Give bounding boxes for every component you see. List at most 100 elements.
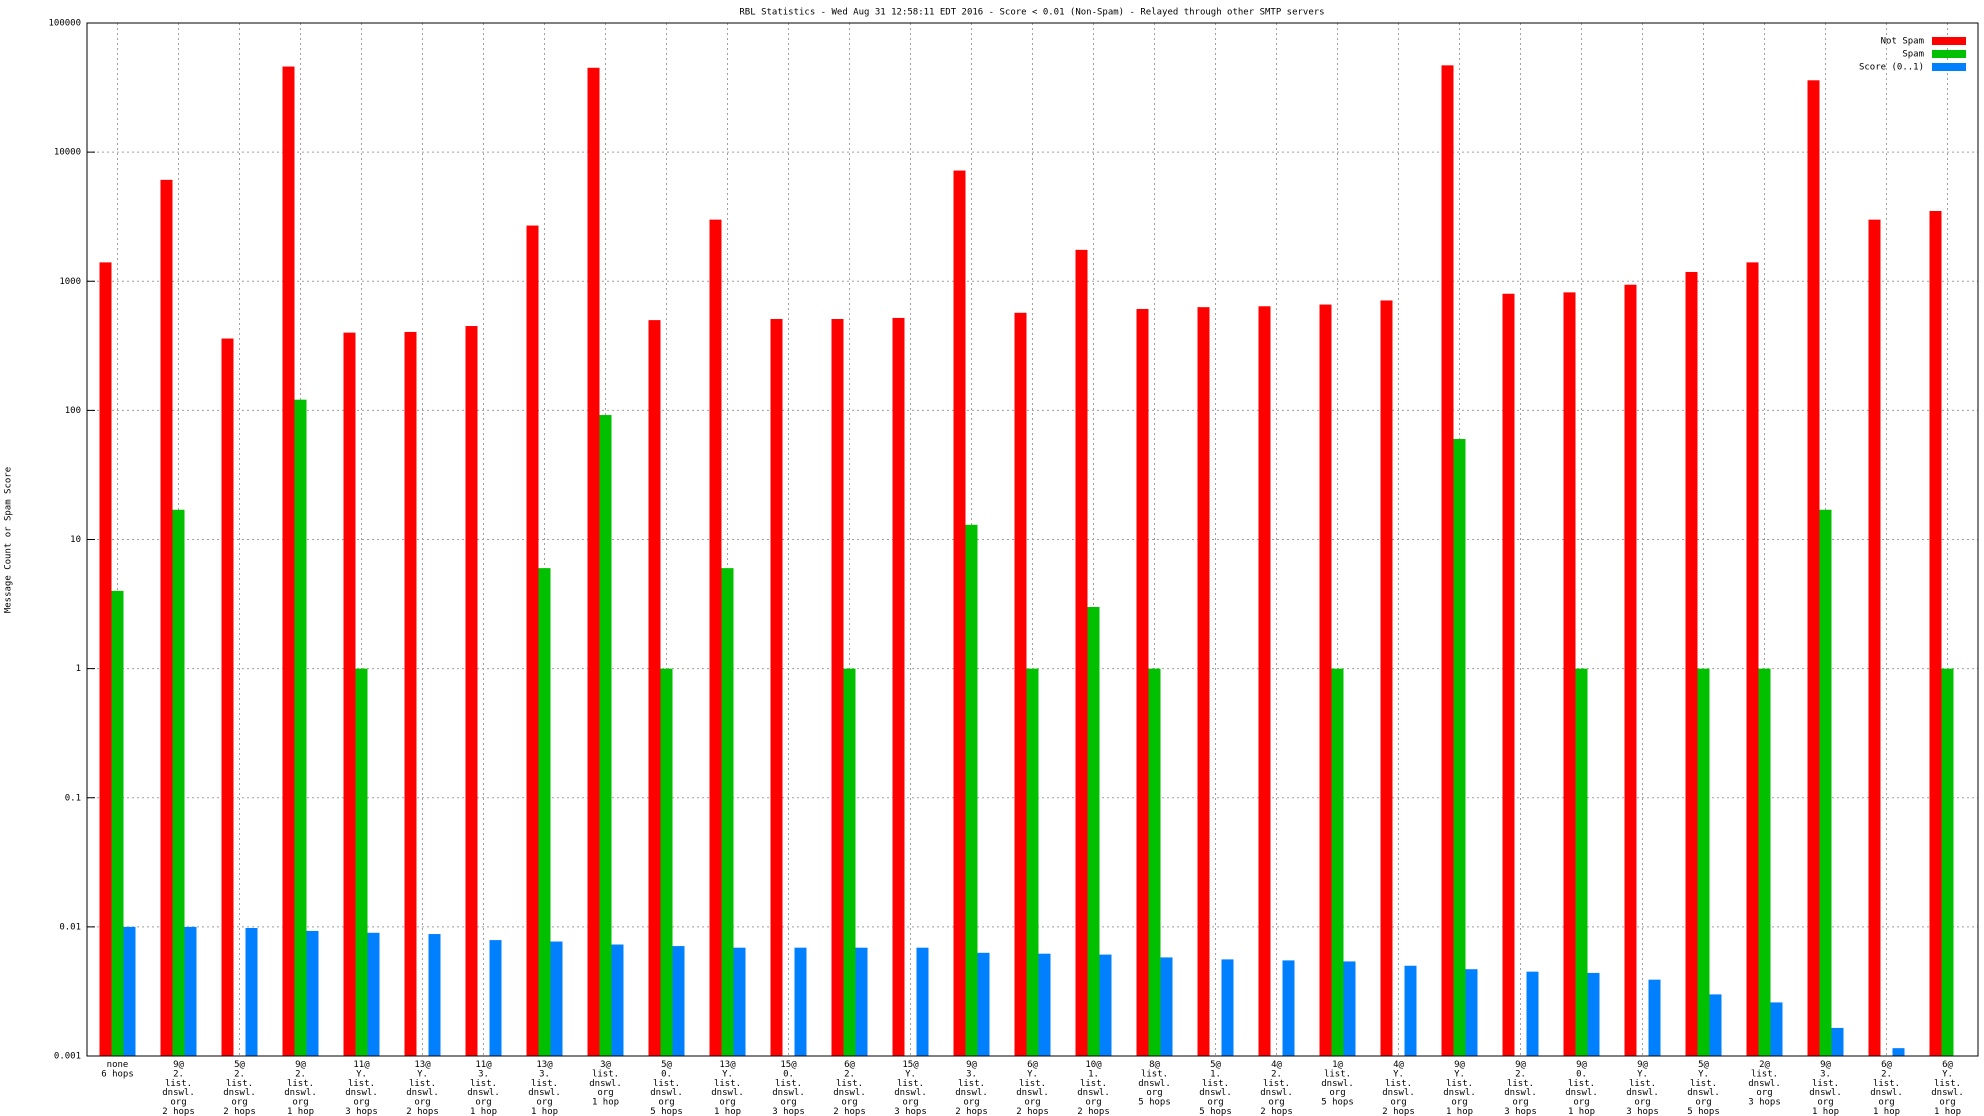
x-tick-label-line: list. [1873,1078,1900,1088]
x-tick-label: 5@ 2. list. dnswl. org 2 hops [223,1060,256,1116]
x-tick-label-line: 9@ [1576,1060,1587,1070]
bar [1709,994,1722,1056]
x-tick-label-line: org [1085,1097,1101,1107]
bar [1441,65,1454,1057]
x-tick-label-line: Y. [417,1069,428,1079]
bar [465,326,478,1056]
bar [1831,1027,1844,1056]
x-tick-label-line: list. [1202,1078,1229,1088]
bar [733,947,746,1056]
y-tick-label: 10 [70,535,81,545]
legend-swatch [1932,37,1966,45]
bar [172,509,185,1056]
y-tick-label: 10000 [54,148,81,158]
x-tick-label-line: 2 hops [1077,1107,1110,1116]
x-tick-label-line: 2. [1515,1069,1526,1079]
x-tick-label: 6@ Y. list. dnswl. org 2 hops [1016,1060,1049,1116]
x-tick-label-line: 2 hops [1382,1107,1415,1116]
x-tick-label-line: org [780,1097,796,1107]
bar [1026,668,1039,1056]
x-tick-label-line: 9@ [173,1060,184,1070]
bar [1770,1002,1783,1056]
x-tick-label-line: 9@ [1454,1060,1465,1070]
x-tick-label-line: Y. [1027,1069,1038,1079]
x-tick-label-line: 1 hop [1934,1107,1961,1116]
x-tick-label-line: 5 hops [1138,1097,1171,1107]
x-tick-label-line: dnswl. [1321,1078,1354,1088]
bar [1331,668,1344,1056]
x-tick-label-line: 2 hops [406,1107,439,1116]
x-tick-label: 15@ Y. list. dnswl. org 3 hops [894,1060,927,1116]
bar [770,319,783,1056]
x-tick-label-line: dnswl. [1931,1088,1964,1098]
x-tick-label-line: dnswl. [1687,1088,1720,1098]
x-tick-label: 15@ 0. list. dnswl. org 3 hops [772,1060,805,1116]
bar [1697,668,1710,1056]
x-tick-label-line: list. [1568,1078,1595,1088]
bar [1014,312,1027,1056]
x-tick-label-line: 5@ [661,1060,672,1070]
x-tick-label-line: dnswl. [1443,1088,1476,1098]
x-tick-label: 9@ 0. list. dnswl. org 1 hop [1565,1060,1598,1116]
x-tick-label: 6@ 2. list. dnswl. org 2 hops [833,1060,866,1116]
x-tick-label-line: list. [653,1078,680,1088]
x-tick-label-line: Y. [1942,1069,1953,1079]
bar [1465,969,1478,1056]
x-tick-label-line: list. [1446,1078,1473,1088]
x-tick-label-line: org [1817,1097,1833,1107]
x-tick-label-line: org [1329,1088,1345,1098]
bar [1099,954,1112,1056]
x-tick-label: 9@ Y. list. dnswl. org 1 hop [1443,1060,1476,1116]
x-tick-label-line: 6@ [1942,1060,1953,1070]
x-tick-label-line: 1 hop [470,1107,497,1116]
x-tick-label-line: 2 hops [955,1107,988,1116]
x-tick-label-line: 8@ [1149,1060,1160,1070]
x-tick-label-line: 3@ [600,1060,611,1070]
x-tick-label-line: Y. [905,1069,916,1079]
x-tick-label: 13@ Y. list. dnswl. org 1 hop [711,1060,744,1116]
x-tick-label-line: list. [287,1078,314,1088]
x-tick-label-line: 5 hops [650,1107,683,1116]
x-tick-label-line: dnswl. [223,1088,256,1098]
bar [1038,953,1051,1056]
bar [709,219,722,1056]
x-tick-label-line: org [414,1097,430,1107]
x-tick-label-line: 3. [539,1069,550,1079]
x-tick-label-line: org [292,1097,308,1107]
x-tick-label-line: 2 hops [1016,1107,1049,1116]
bar [99,262,112,1056]
x-tick-label-line: dnswl. [955,1088,988,1098]
x-tick-label-line: 9@ [1820,1060,1831,1070]
x-tick-label-line: org [1146,1088,1162,1098]
x-tick-label-line: 5 hops [1199,1107,1232,1116]
x-tick-label: 4@ 2. list. dnswl. org 2 hops [1260,1060,1293,1116]
x-tick-label-line: org [231,1097,247,1107]
x-tick-label-line: 6@ [1027,1060,1038,1070]
x-tick-label-line: org [1451,1097,1467,1107]
x-tick-label-line: 9@ [966,1060,977,1070]
x-tick-label: 5@ 1. list. dnswl. org 5 hops [1199,1060,1232,1116]
bar [1563,292,1576,1056]
x-tick-label-line: list. [1019,1078,1046,1088]
bar [1587,972,1600,1056]
legend-label: Not Spam [1881,37,1924,47]
x-tick-label: none 6 hops [101,1060,134,1079]
x-tick-label-line: list. [1263,1078,1290,1088]
x-tick-label: 8@ list. dnswl. org 5 hops [1138,1060,1171,1108]
bar [831,319,844,1056]
bar [1075,249,1088,1057]
x-tick-label-line: dnswl. [833,1088,866,1098]
x-tick-label-line: dnswl. [1870,1088,1903,1098]
bar [1258,306,1271,1057]
bar [611,944,624,1056]
x-tick-label-line: 11@ [475,1060,492,1070]
x-tick-label-line: list. [165,1078,192,1088]
x-tick-label-line: none [107,1060,129,1070]
y-axis-label: Message Count or Spam Score [4,467,14,613]
x-tick-label-line: list. [470,1078,497,1088]
x-tick-label-line: list. [958,1078,985,1088]
bar [1319,304,1332,1056]
bar [404,331,417,1056]
bar [1282,960,1295,1056]
x-tick-label-line: 1 hop [287,1107,314,1116]
